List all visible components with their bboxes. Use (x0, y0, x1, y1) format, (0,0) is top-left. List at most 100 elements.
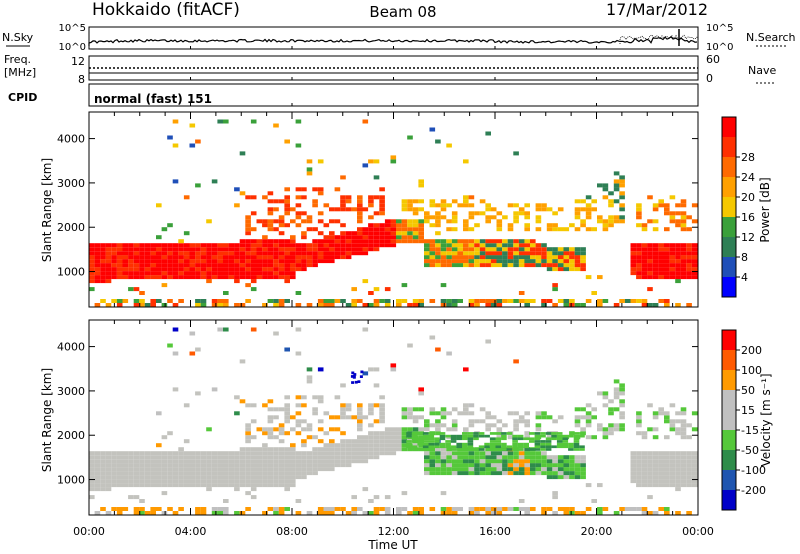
power-cell (490, 207, 497, 212)
power-cell (524, 299, 530, 303)
velocity-colorbar-swatch (722, 330, 736, 351)
velocity-cell (368, 439, 374, 444)
velocity-cell (619, 415, 625, 420)
velocity-cell (345, 403, 352, 408)
power-cell (541, 243, 547, 248)
velocity-cell (206, 475, 212, 480)
velocity-cell (384, 431, 391, 436)
power-cell (429, 259, 436, 264)
velocity-cell (619, 391, 625, 396)
power-cell (636, 247, 642, 252)
power-cell (619, 191, 625, 196)
velocity-cell (195, 455, 201, 460)
power-cell (306, 219, 313, 224)
velocity-cell (479, 419, 486, 424)
power-cell (234, 251, 240, 256)
velocity-cell (585, 415, 592, 420)
power-cell (524, 239, 530, 244)
power-cell (424, 259, 430, 264)
power-cell (250, 271, 257, 276)
power-cell (597, 215, 603, 220)
velocity-cell (384, 507, 391, 511)
velocity-cell (150, 483, 156, 488)
power-cell (412, 199, 419, 204)
power-cell (384, 227, 391, 232)
power-cell (239, 259, 246, 264)
velocity-cell (496, 507, 503, 511)
power-cell (602, 195, 609, 200)
power-cell (128, 247, 134, 252)
velocity-cell (178, 475, 184, 480)
velocity-cell (641, 463, 648, 468)
power-cell (602, 187, 609, 192)
power-cell (262, 243, 268, 248)
power-cell (167, 299, 173, 303)
velocity-cell (641, 511, 648, 515)
power-cell (474, 247, 480, 252)
velocity-cell (613, 387, 620, 392)
power-cell (485, 263, 491, 268)
power-cell (200, 271, 207, 276)
velocity-cell (200, 511, 207, 515)
velocity-cell (323, 463, 330, 468)
power-cell (552, 283, 558, 288)
power-cell (161, 227, 168, 232)
power-cell (418, 199, 424, 204)
power-cell (206, 255, 212, 260)
velocity-cell (574, 455, 581, 460)
power-cell (139, 299, 145, 303)
power-cell (228, 275, 235, 280)
velocity-cell (329, 443, 335, 448)
velocity-cell (239, 451, 246, 456)
power-cell (122, 263, 129, 268)
velocity-cell (669, 427, 676, 432)
velocity-cell (172, 471, 179, 476)
power-cell (105, 263, 112, 268)
velocity-cell (613, 427, 620, 432)
velocity-cell (569, 431, 575, 436)
power-cell (518, 291, 525, 295)
velocity-cell (428, 442, 435, 446)
velocity-cell (463, 403, 469, 408)
velocity-cell (445, 434, 451, 438)
velocity-cell (211, 483, 218, 488)
velocity-cell (479, 467, 486, 472)
power-cell (636, 203, 642, 208)
power-cell (256, 275, 263, 280)
power-cell (340, 243, 346, 248)
velocity-cell (669, 471, 676, 476)
velocity-cell (312, 411, 318, 416)
velocity-cell (658, 455, 664, 460)
velocity-cell (234, 459, 240, 464)
velocity-cell (323, 443, 330, 448)
power-cell (485, 215, 491, 220)
power-cell (250, 255, 257, 260)
power-cell (183, 259, 190, 264)
power-cell (557, 263, 564, 268)
velocity-colorbar-tick: -50 (741, 444, 759, 457)
velocity-cell (501, 432, 507, 435)
velocity-cell (139, 483, 145, 488)
power-cell (680, 251, 687, 256)
velocity-cell (245, 507, 251, 511)
power-cell (641, 263, 648, 268)
power-cell (295, 267, 302, 272)
velocity-cell (406, 445, 412, 449)
power-cell (457, 299, 463, 303)
power-cell (624, 299, 631, 303)
velocity-cell (664, 459, 670, 464)
power-cell (262, 247, 268, 252)
velocity-cell (245, 427, 251, 432)
velocity-cell (211, 511, 218, 515)
power-cell (647, 243, 653, 248)
power-cell (245, 263, 251, 268)
power-cell (167, 223, 173, 228)
power-cell (223, 299, 229, 303)
x-tick-label: 16:00 (479, 525, 511, 538)
power-cell (178, 239, 184, 244)
power-cell (317, 219, 324, 224)
power-cell (116, 267, 123, 272)
velocity-cell (284, 467, 290, 472)
